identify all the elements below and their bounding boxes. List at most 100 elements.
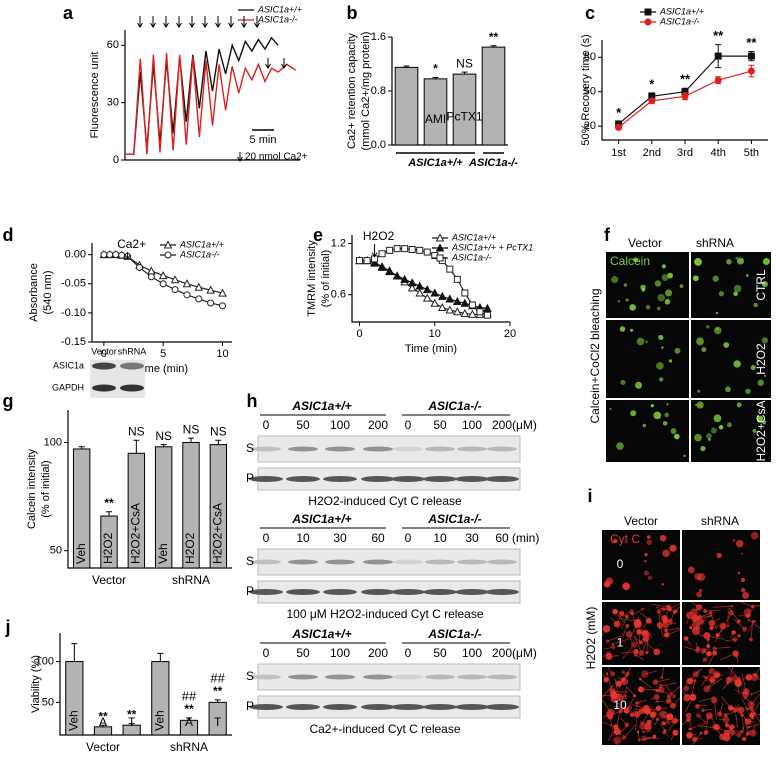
marker — [146, 266, 156, 275]
process — [684, 697, 694, 713]
arrow-head — [281, 63, 287, 69]
process — [622, 724, 636, 739]
process — [663, 719, 681, 724]
bar-label: H2O2+CsA — [129, 503, 143, 564]
marker — [615, 123, 623, 131]
process — [660, 723, 666, 731]
cell — [683, 454, 686, 458]
process — [631, 700, 641, 715]
process — [661, 666, 665, 678]
cell — [697, 389, 701, 393]
cell — [661, 583, 665, 586]
process — [654, 719, 659, 727]
error-bar — [403, 65, 410, 68]
cell — [644, 560, 647, 563]
cell — [692, 736, 698, 743]
process — [647, 721, 652, 728]
marker — [158, 271, 168, 280]
bar-label: H2O2 — [183, 532, 197, 564]
cell — [724, 386, 731, 393]
process — [691, 601, 700, 608]
process — [734, 709, 739, 728]
bar-label: H2O2 — [101, 532, 115, 564]
marker — [430, 288, 440, 297]
side-label: H2O2 (mM) — [584, 607, 598, 670]
cell — [642, 423, 647, 428]
cell — [611, 276, 619, 284]
marker — [422, 285, 432, 294]
annotation: 5 min — [250, 134, 277, 146]
process — [693, 611, 699, 630]
band — [120, 362, 144, 370]
cell — [656, 306, 661, 311]
marker — [460, 298, 470, 307]
cell — [757, 415, 764, 422]
cell — [736, 402, 742, 408]
process — [750, 708, 761, 722]
process — [719, 653, 736, 661]
band — [120, 384, 144, 392]
band — [393, 559, 423, 565]
marker — [106, 251, 114, 259]
process — [741, 715, 745, 731]
band — [325, 559, 355, 565]
cell — [695, 703, 700, 709]
cell — [706, 433, 712, 439]
marker — [747, 52, 755, 60]
x-tick-label: 0 — [101, 348, 107, 360]
row-label: H2O2+CsA — [754, 400, 768, 461]
legend-marker — [164, 251, 172, 259]
dose-label: 50 — [433, 646, 447, 660]
column-label: Vector — [91, 346, 117, 356]
marker — [194, 282, 204, 291]
process — [740, 601, 753, 607]
band — [286, 476, 320, 482]
cell — [750, 673, 759, 682]
error-bar — [188, 437, 194, 443]
annotation: H2O2 — [363, 229, 395, 243]
process — [700, 619, 707, 622]
band — [363, 446, 393, 452]
cell — [664, 412, 669, 418]
significance: ## — [210, 670, 225, 685]
row-label: P — [246, 584, 254, 598]
cell — [761, 281, 768, 288]
dose-label: 100 — [330, 646, 350, 660]
process — [734, 689, 746, 695]
significance: NS — [210, 424, 227, 438]
bar-label: H2O2+CsA — [211, 503, 225, 564]
marker — [363, 257, 371, 265]
process — [642, 706, 654, 724]
process — [725, 722, 733, 733]
marker — [437, 291, 447, 300]
process — [717, 626, 726, 636]
cell — [692, 275, 699, 282]
marker — [461, 289, 469, 297]
process — [754, 666, 761, 678]
process — [728, 607, 740, 622]
marker — [422, 293, 432, 302]
band — [249, 704, 283, 710]
micrograph — [691, 320, 771, 398]
process — [668, 720, 676, 731]
process — [655, 606, 664, 610]
legend-label: ASIC1a+/+ — [257, 4, 302, 14]
y-tick-label: 80 — [584, 51, 596, 63]
cell — [712, 646, 717, 651]
significance: ** — [213, 684, 223, 698]
caption: Ca2+-induced Cyt C release — [309, 722, 460, 736]
process — [668, 693, 673, 702]
cell — [713, 414, 722, 423]
cell — [633, 257, 638, 263]
panel-letter: g — [3, 391, 14, 411]
cell — [747, 725, 751, 729]
panel-letter: h — [247, 391, 258, 411]
process — [601, 672, 607, 680]
cell — [710, 427, 717, 434]
group-label: ASIC1a-/- — [427, 627, 481, 641]
group-label: ASIC1a+/+ — [407, 157, 463, 169]
process — [612, 638, 631, 645]
x-tick-label: 0 — [356, 328, 362, 340]
dose-label: 100 — [462, 418, 482, 432]
band — [391, 704, 425, 710]
